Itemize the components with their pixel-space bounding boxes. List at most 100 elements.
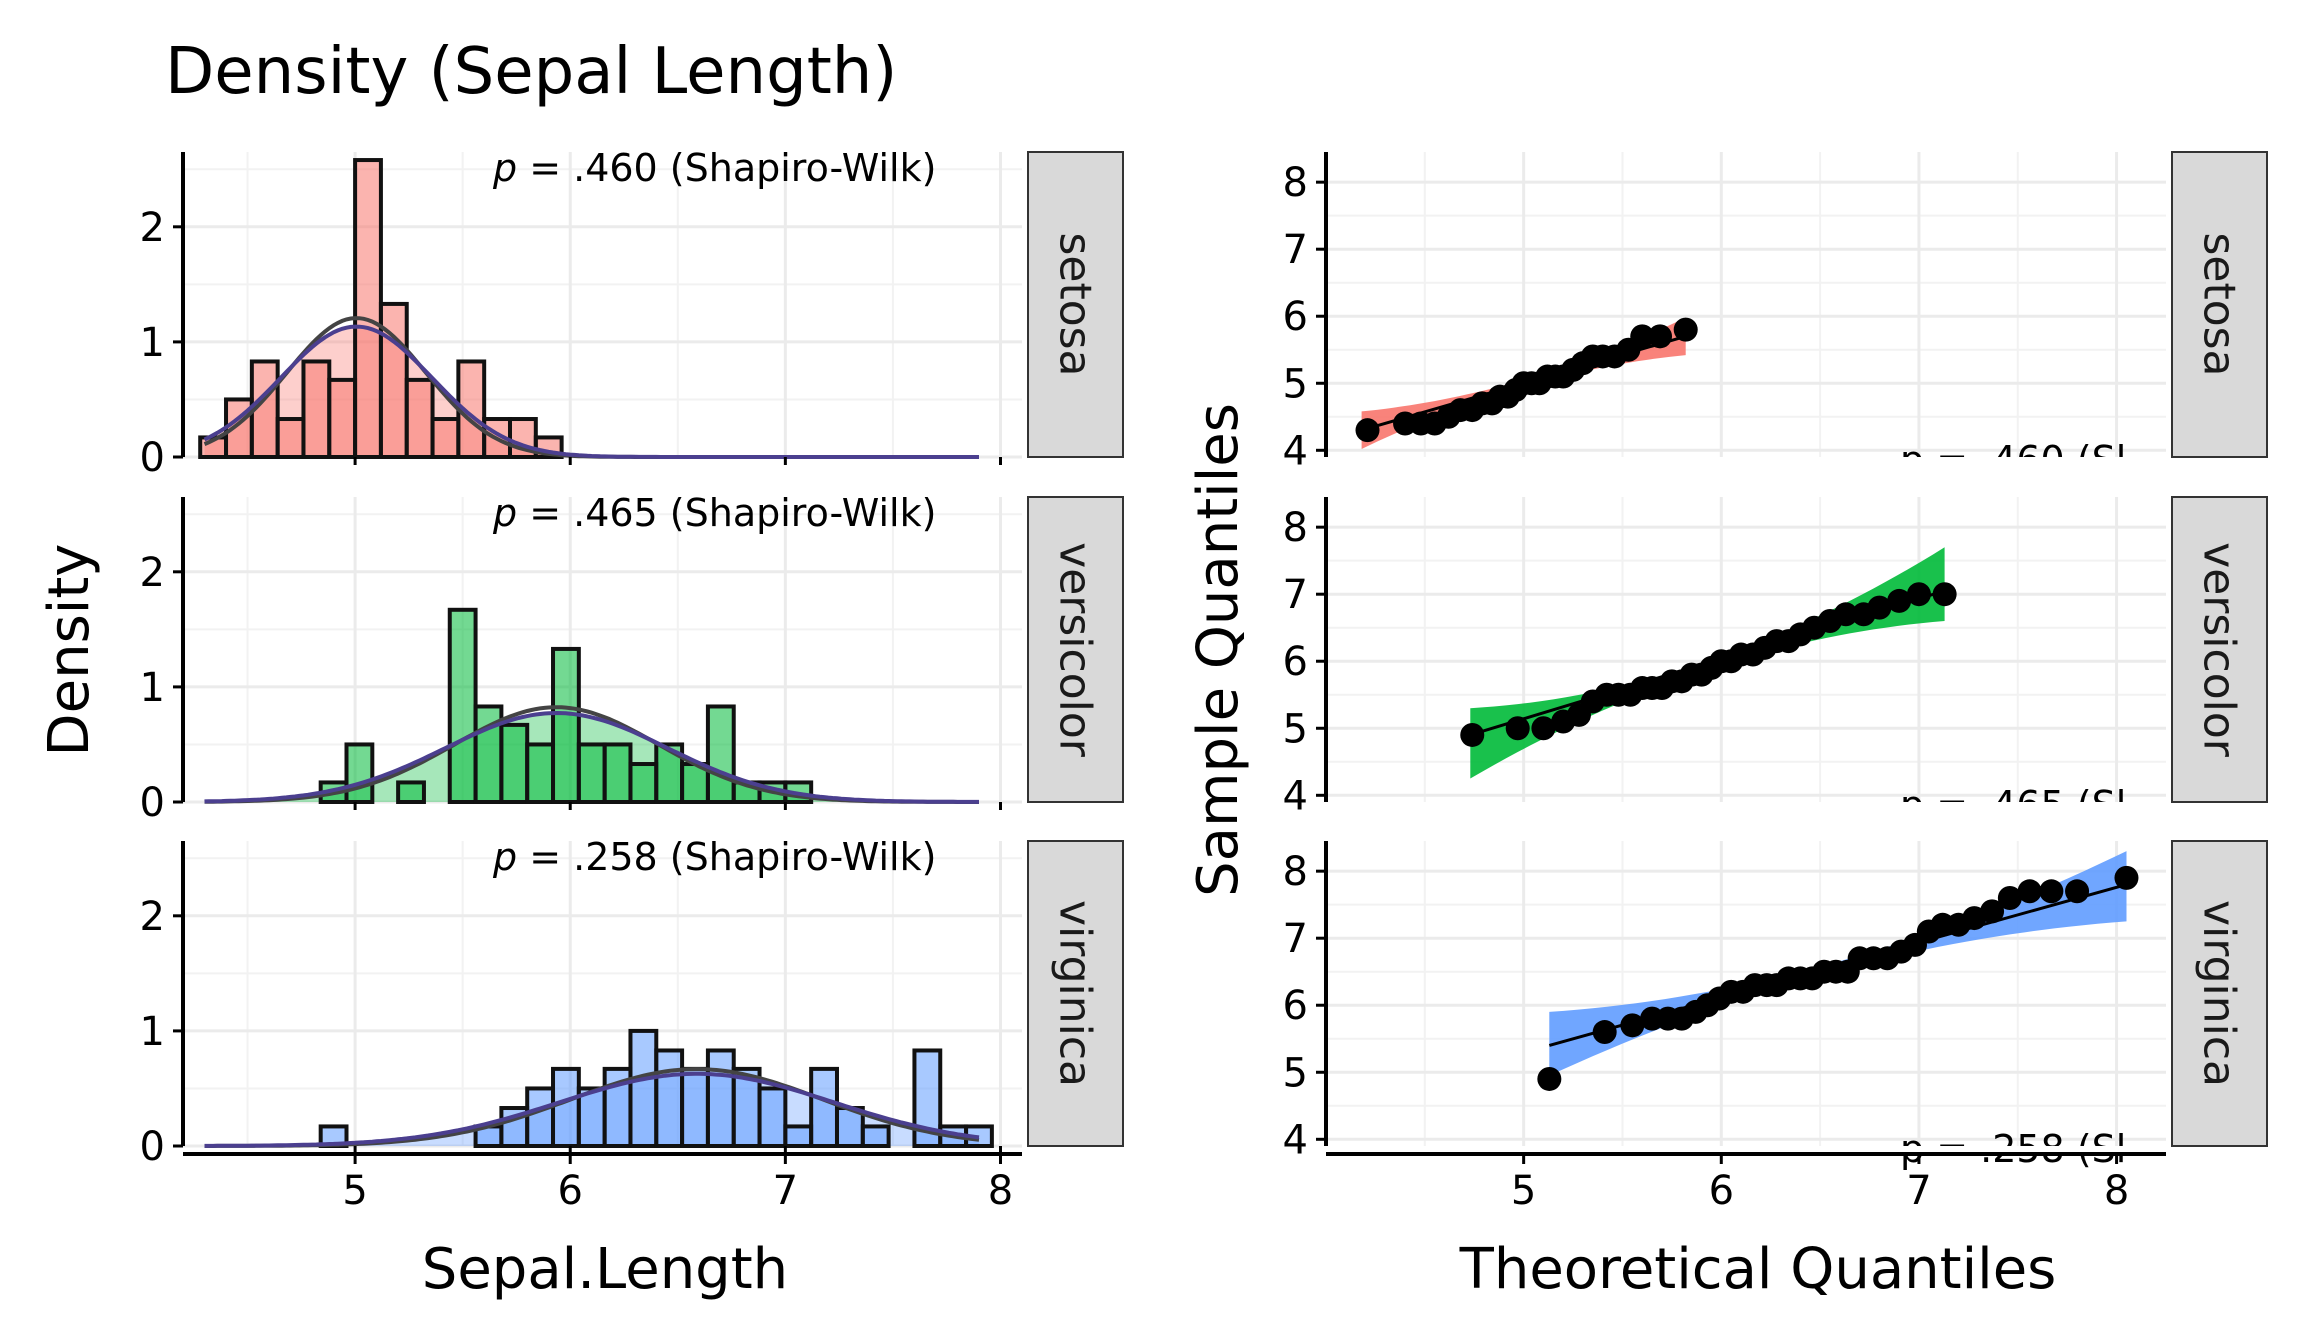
qq-point [1833, 602, 1858, 627]
panel-mask [1328, 802, 2304, 826]
histogram-bar [654, 1048, 685, 1148]
qq-point [1932, 582, 1957, 607]
y-tick-label: 1 [140, 320, 165, 366]
y-tick-label: 7 [1283, 227, 1308, 273]
left-x-axis-title: Sepal.Length [422, 1237, 788, 1302]
histogram-bar [705, 704, 736, 804]
p-symbol: p [492, 835, 517, 879]
y-tick-label: 0 [140, 1124, 165, 1170]
right-y-axis-title: Sample Quantiles [1186, 403, 1251, 897]
x-tick-label: 8 [988, 1168, 1013, 1214]
p-symbol: p [492, 491, 517, 535]
normal-density-line [204, 1071, 980, 1148]
histogram-bar [275, 417, 306, 459]
density-histogram-panels: 0 1 2 p = .460 (Shapiro-Wilk) setosa 0 1 2 p = .… [140, 146, 1124, 1214]
qq-point [1630, 324, 1655, 349]
annotation-text: = .258 (Shapiro-Wilk) [517, 835, 936, 879]
histogram-panel-virginica: 0 1 2 p = .258 (Shapiro-Wilk) virginica [140, 835, 1124, 1170]
qq-point [1887, 588, 1912, 613]
panel-mask [1328, 1146, 2304, 1154]
shapiro-wilk-annotation: p = .465 (Shapiro-Wilk) [492, 491, 936, 535]
histogram-bar [327, 377, 358, 459]
y-tick-label: 8 [1283, 505, 1308, 551]
y-tick-label: 2 [140, 205, 165, 251]
qq-point [2065, 879, 2090, 904]
x-tick-label: 5 [1511, 1168, 1536, 1214]
qq-point [2039, 879, 2064, 904]
y-tick-label: 1 [140, 665, 165, 711]
qq-point [1620, 1013, 1645, 1038]
y-tick-label: 5 [1283, 706, 1308, 752]
histogram-bar [783, 1124, 814, 1148]
facet-strip [1027, 151, 1124, 458]
qq-panel-versicolor: p = .465 (Sl45678versicolor [1283, 496, 2304, 827]
histogram-panel-versicolor: 0 1 2 p = .465 (Shapiro-Wilk) versicolor [140, 491, 1124, 826]
qq-point [2114, 865, 2139, 890]
axis-titles: Sepal.Length Density Theoretical Quantil… [37, 403, 2056, 1302]
qq-point [1906, 582, 1931, 607]
histogram-bar [430, 417, 461, 459]
panel-mask [1328, 457, 2304, 481]
y-tick-label: 6 [1283, 983, 1308, 1029]
y-tick-label: 5 [1283, 1050, 1308, 1096]
facet-strip [2171, 496, 2268, 803]
histogram-bar [809, 1066, 839, 1149]
facet-label-virginica: virginica [2194, 900, 2245, 1087]
histogram-bar [301, 359, 332, 460]
y-tick-label: 4 [1283, 773, 1308, 819]
x-tick-label: 6 [558, 1168, 583, 1214]
qq-point [1648, 324, 1673, 349]
y-tick-label: 8 [1283, 849, 1308, 895]
histogram-bar [628, 762, 659, 804]
y-tick-label: 2 [140, 550, 165, 596]
y-tick-label: 6 [1283, 294, 1308, 340]
y-tick-label: 7 [1283, 916, 1308, 962]
left-y-axis-title: Density [37, 544, 102, 757]
histogram-bar [499, 722, 530, 804]
facet-label-versicolor: versicolor [2194, 542, 2245, 758]
qq-panel-setosa: p = .460 (Sl45678setosa [1283, 151, 2304, 482]
y-tick-label: 0 [140, 780, 165, 826]
qq-point [1673, 317, 1698, 342]
qq-point [1505, 716, 1530, 741]
y-tick-label: 7 [1283, 572, 1308, 618]
qq-point [1867, 595, 1892, 620]
normal-density-line [203, 324, 979, 459]
annotation-text: = .460 (Shapiro-Wilk) [517, 146, 936, 190]
histogram-bar [404, 377, 435, 459]
y-tick-label: 4 [1283, 428, 1308, 474]
qq-point [1537, 1066, 1562, 1091]
histogram-bar [525, 742, 556, 804]
y-tick-label: 5 [1283, 361, 1308, 407]
y-tick-label: 2 [140, 894, 165, 940]
histogram-bar [757, 1086, 788, 1149]
histogram-bar [576, 1086, 607, 1149]
histogram-bar [551, 646, 581, 804]
qq-point [1531, 716, 1556, 741]
qq-point [1997, 885, 2022, 910]
p-symbol: p [492, 146, 517, 190]
y-tick-label: 8 [1283, 160, 1308, 206]
qq-point [1355, 418, 1380, 443]
x-tick-label: 7 [1906, 1168, 1931, 1214]
qq-panel-virginica: p = .258 (Sl45678virginica [1283, 840, 2304, 1171]
x-tick-label: 7 [773, 1168, 798, 1214]
histogram-bar [344, 742, 375, 804]
histogram-bar [525, 1086, 556, 1149]
qq-point [2017, 879, 2042, 904]
annotation-text: = .465 (Shapiro-Wilk) [517, 491, 936, 535]
histogram-bar [628, 1028, 659, 1148]
y-tick-label: 6 [1283, 639, 1308, 685]
histogram-bar [602, 742, 633, 804]
histogram-bar [551, 1066, 581, 1149]
x-tick-label: 8 [2104, 1168, 2129, 1214]
x-tick-label: 6 [1709, 1168, 1734, 1214]
facet-strip [2171, 151, 2268, 458]
facet-strip [1027, 840, 1124, 1147]
facet-label-virginica: virginica [1050, 900, 1101, 1087]
y-tick-label: 1 [140, 1009, 165, 1055]
right-x-axis-title: Theoretical Quantiles [1459, 1237, 2057, 1302]
histogram-panel-setosa: 0 1 2 p = .460 (Shapiro-Wilk) setosa [140, 146, 1124, 481]
facet-strip [2171, 840, 2268, 1147]
facet-label-setosa: setosa [1050, 232, 1101, 376]
